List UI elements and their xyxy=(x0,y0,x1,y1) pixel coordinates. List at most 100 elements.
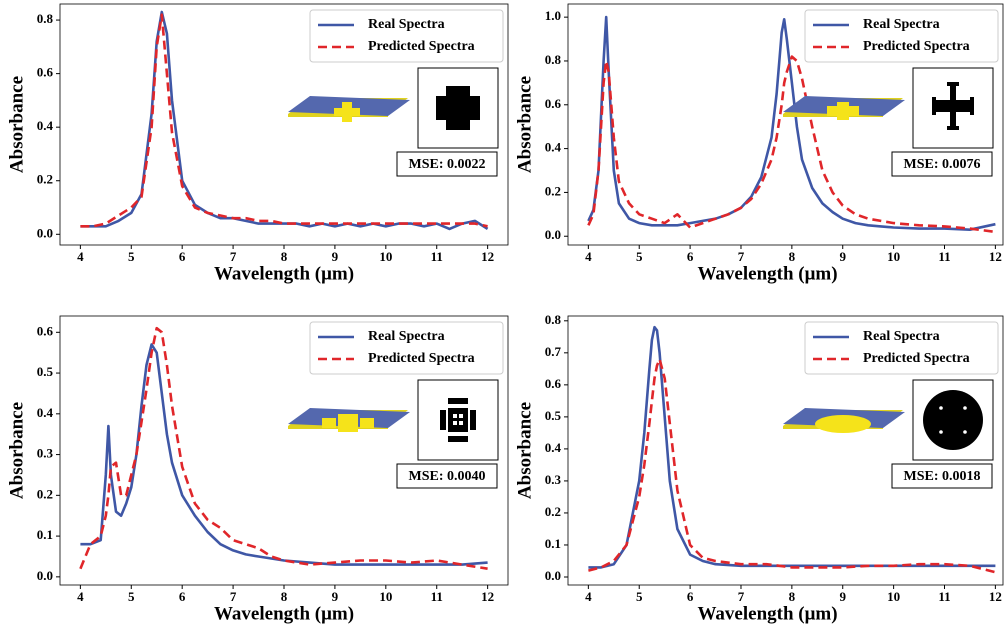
y-tick-label: 0.8 xyxy=(37,11,54,26)
x-tick-label: 7 xyxy=(230,249,237,264)
pattern-hole xyxy=(453,414,463,425)
shape-inset xyxy=(417,67,499,149)
y-tick-label: 0.2 xyxy=(545,504,561,519)
legend-label: Real Spectra xyxy=(368,17,445,32)
x-tick-label: 5 xyxy=(636,249,643,264)
y-tick-label: 0.3 xyxy=(545,472,562,487)
pattern xyxy=(440,398,476,442)
y-axis-label: Absorbance xyxy=(6,402,27,499)
y-tick-label: 0.0 xyxy=(545,568,561,583)
axes-frame xyxy=(59,3,509,246)
y-tick-label: 0.4 xyxy=(545,140,562,155)
series-line xyxy=(588,357,996,574)
axes-frame xyxy=(59,315,509,586)
y-tick-label: 0.8 xyxy=(545,52,562,67)
x-tick-label: 11 xyxy=(938,249,950,264)
series-line xyxy=(79,326,488,570)
x-tick-label: 9 xyxy=(839,249,846,264)
x-tick-label: 12 xyxy=(989,249,1002,264)
x-tick-label: 8 xyxy=(789,249,796,264)
mse-label: MSE: 0.0018 xyxy=(904,469,981,484)
series-line xyxy=(80,13,488,228)
x-tick-label: 5 xyxy=(128,249,135,264)
x-tick-label: 4 xyxy=(77,589,84,604)
y-tick-label: 0.5 xyxy=(545,408,562,423)
device-illustration xyxy=(783,96,905,120)
pattern-hole xyxy=(939,430,943,434)
x-tick-label: 5 xyxy=(128,589,135,604)
y-tick-label: 0.2 xyxy=(37,172,53,187)
legend-box xyxy=(309,9,504,63)
legend-label: Predicted Spectra xyxy=(863,351,970,366)
y-tick-label: 1.0 xyxy=(545,8,561,23)
series-line xyxy=(80,343,488,566)
y-tick-label: 0.8 xyxy=(545,312,562,327)
x-tick-label: 7 xyxy=(738,589,745,604)
x-tick-label: 9 xyxy=(332,589,339,604)
mse-box xyxy=(396,151,498,177)
plate-pattern xyxy=(815,415,871,433)
y-tick-label: 0.6 xyxy=(37,65,54,80)
x-tick-label: 6 xyxy=(687,249,694,264)
y-tick-label: 0.5 xyxy=(37,364,54,379)
legend-box xyxy=(804,9,999,63)
x-tick-label: 4 xyxy=(585,589,592,604)
y-tick-label: 0.1 xyxy=(545,536,561,551)
y-axis-label: Absorbance xyxy=(6,76,27,173)
x-tick-label: 12 xyxy=(481,589,494,604)
pattern xyxy=(436,86,480,130)
legend-label: Predicted Spectra xyxy=(368,351,475,366)
mse-label: MSE: 0.0076 xyxy=(904,157,981,172)
mse-box xyxy=(891,463,993,489)
plate-pattern xyxy=(827,102,859,120)
x-tick-label: 6 xyxy=(179,589,186,604)
mse-label: MSE: 0.0022 xyxy=(409,157,486,172)
x-tick-label: 12 xyxy=(989,589,1002,604)
pattern xyxy=(932,82,974,130)
x-tick-label: 10 xyxy=(887,589,900,604)
y-tick-label: 0.4 xyxy=(545,440,562,455)
x-tick-label: 4 xyxy=(77,249,84,264)
device-illustration xyxy=(288,408,410,432)
y-axis-label: Absorbance xyxy=(514,402,535,499)
y-tick-label: 0.3 xyxy=(37,446,54,461)
x-tick-label: 7 xyxy=(738,249,745,264)
pattern-hole xyxy=(963,406,967,410)
y-tick-label: 0.0 xyxy=(37,568,53,583)
x-tick-label: 9 xyxy=(332,249,339,264)
mse-box xyxy=(891,151,993,177)
x-tick-label: 8 xyxy=(789,589,796,604)
legend-label: Real Spectra xyxy=(368,329,445,344)
pattern xyxy=(923,390,983,450)
legend-label: Predicted Spectra xyxy=(863,39,970,54)
mse-label: MSE: 0.0040 xyxy=(409,469,486,484)
y-tick-label: 0.1 xyxy=(37,527,53,542)
x-axis-label: Wavelength (μm) xyxy=(214,603,354,624)
y-tick-label: 0.6 xyxy=(545,376,562,391)
x-axis-label: Wavelength (μm) xyxy=(214,263,354,284)
pattern-hole xyxy=(963,430,967,434)
y-tick-label: 0.4 xyxy=(37,405,54,420)
x-tick-label: 10 xyxy=(379,589,392,604)
plate-pattern xyxy=(322,414,374,432)
x-tick-label: 6 xyxy=(179,249,186,264)
plate-pattern xyxy=(334,102,360,122)
y-tick-label: 0.6 xyxy=(545,96,562,111)
x-axis-label: Wavelength (μm) xyxy=(697,603,837,624)
x-tick-label: 8 xyxy=(281,249,288,264)
device-illustration xyxy=(288,96,410,122)
legend-box xyxy=(804,321,999,375)
shape-inset xyxy=(912,67,994,149)
x-tick-label: 4 xyxy=(585,249,592,264)
series-line xyxy=(587,55,996,234)
device-illustration xyxy=(783,408,905,433)
x-tick-label: 11 xyxy=(938,589,950,604)
y-tick-label: 0.2 xyxy=(37,486,53,501)
y-tick-label: 0.6 xyxy=(37,323,54,338)
y-tick-label: 0.4 xyxy=(37,118,54,133)
x-tick-label: 11 xyxy=(431,249,443,264)
legend-label: Predicted Spectra xyxy=(368,39,475,54)
mse-box xyxy=(396,463,498,489)
y-tick-label: 0.0 xyxy=(545,227,561,242)
